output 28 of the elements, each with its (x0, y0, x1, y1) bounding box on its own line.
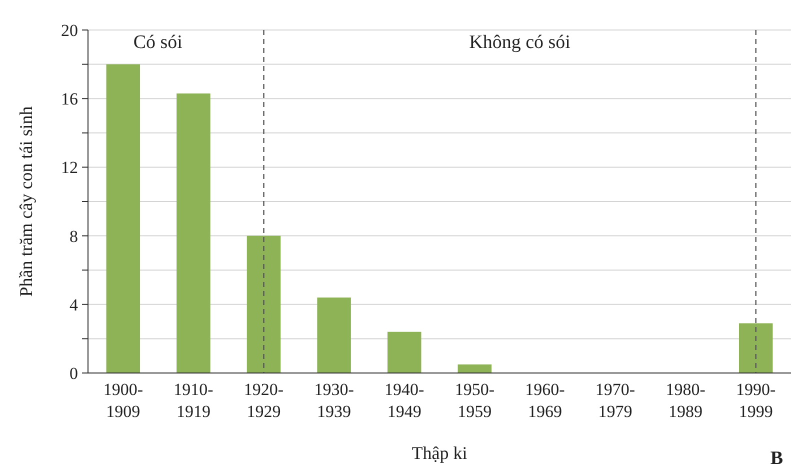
bar (387, 332, 422, 373)
x-tick-label: 1980-1989 (666, 380, 706, 421)
x-tick-label: 1970-1979 (595, 380, 636, 421)
y-tick-label: 0 (70, 364, 78, 383)
x-tick-label: 1950-1959 (454, 380, 495, 421)
bar (317, 298, 351, 373)
annotation: Không có sói (469, 32, 570, 53)
x-tick-label: 1930-1939 (314, 380, 354, 421)
bar (458, 364, 492, 373)
y-tick-label: 4 (70, 295, 78, 314)
x-tick-label: 1990-1999 (736, 380, 776, 421)
y-tick-label: 8 (70, 226, 78, 246)
bar (738, 323, 773, 373)
x-tick-label: 1960-1969 (525, 380, 566, 421)
annotation: Có sói (133, 32, 182, 53)
y-tick-label: 12 (61, 158, 78, 178)
x-tick-label: 1940-1949 (384, 380, 425, 421)
y-tick-label: 16 (61, 90, 78, 109)
x-tick-label: 1910-1919 (174, 380, 214, 421)
x-tick-label: 1920-1929 (244, 380, 284, 421)
text: B (770, 448, 784, 468)
x-tick-label: 1900-1909 (103, 380, 144, 421)
y-tick-label: 20 (61, 20, 78, 40)
bar (106, 64, 140, 373)
bar (176, 93, 210, 373)
y-axis-title: Phần trăm cây con tái sinh (16, 106, 36, 297)
bar (246, 236, 281, 373)
x-axis-title: Thập ki (412, 443, 468, 463)
